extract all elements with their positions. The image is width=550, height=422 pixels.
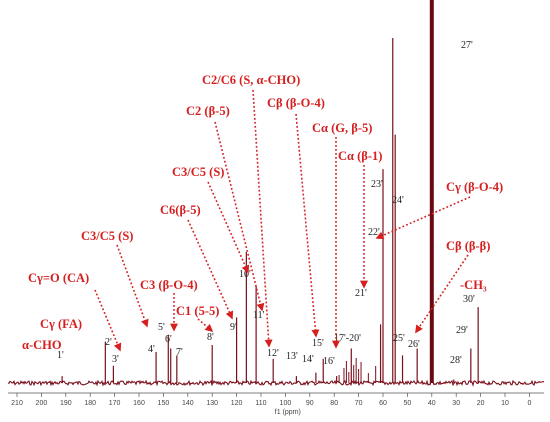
peak-label: 29' (456, 325, 468, 336)
peak-label: 14' (302, 354, 314, 365)
annotation-arrow (207, 181, 250, 274)
x-tick-label: 170 (109, 400, 121, 407)
x-tick-label: 80 (330, 400, 338, 407)
peak-label: 21' (355, 288, 367, 299)
annotation-label: Cβ (β-β) (446, 239, 490, 253)
annotation-arrow (197, 318, 214, 333)
peak-label: 23' (371, 179, 383, 190)
peak-label: 22' (368, 227, 380, 238)
x-tick-label: 190 (60, 400, 72, 407)
peak-label: 25' (393, 333, 405, 344)
x-tick-label: 70 (355, 400, 363, 407)
annotation-arrow (295, 113, 320, 338)
spectrum-peaks (61, 0, 479, 383)
x-tick-label: 0 (527, 400, 531, 407)
peak-label: 6' (165, 334, 172, 345)
peak-label: 30' (463, 294, 475, 305)
x-tick-label: 100 (280, 400, 292, 407)
peak-label: 8' (207, 332, 214, 343)
annotation-label: C6(β-5) (160, 203, 201, 217)
annotation-label: -CH₃ (460, 278, 487, 292)
x-tick-label: 140 (182, 400, 194, 407)
annotation-label: Cγ=O (CA) (28, 271, 89, 285)
annotation-label: Cα (G, β-5) (312, 121, 372, 135)
peak-label: 10' (239, 269, 251, 280)
peak-label: 15' (312, 338, 324, 349)
annotation-label: C3 (β-O-4) (140, 278, 198, 292)
peak-label: 24' (392, 195, 404, 206)
x-tick-label: 110 (255, 400, 266, 407)
x-tick-label: 150 (158, 400, 170, 407)
annotation-label: C3/C5 (S) (81, 229, 133, 243)
annotation-label: C1 (5-5) (176, 304, 219, 318)
peak-label: 7' (176, 347, 183, 358)
x-tick-label: 10 (501, 400, 509, 407)
annotation-arrow (214, 121, 265, 312)
peak-label: 27' (461, 40, 473, 51)
annotation-label: Cβ (β-O-4) (267, 96, 325, 110)
x-tick-label: 30 (452, 400, 460, 407)
x-tick-label: 210 (11, 400, 23, 407)
peak-label: 11' (253, 310, 265, 321)
x-tick-label: 160 (133, 400, 145, 407)
annotation-arrow (415, 254, 469, 334)
annotation-arrow (187, 219, 234, 320)
annotation-label: Cα (β-1) (338, 149, 382, 163)
peak-label: 26' (408, 339, 420, 350)
x-tick-label: 50 (404, 400, 412, 407)
annotation-arrow (252, 89, 273, 348)
peak-label: 16' (323, 356, 335, 367)
annotation-label: Cγ (β-O-4) (446, 180, 503, 194)
annotation-arrow (94, 289, 122, 352)
annotation-label: C2/C6 (S, α-CHO) (202, 73, 300, 87)
x-tick-label: 130 (206, 400, 218, 407)
annotation-label: Cγ (FA) (40, 317, 82, 331)
peak-labels: 1' 2'3' 4'5'6' 7' 8' 9' 10' 11' 12' 13' 14' 15' 16' 1… (57, 40, 475, 367)
baseline-trace (7, 379, 545, 387)
peak-label: 17'-20' (334, 333, 361, 344)
annotation-label: α-CHO (22, 338, 62, 352)
x-tick-label: 20 (477, 400, 485, 407)
peak-label: 3' (112, 354, 119, 365)
peak-label: 28' (450, 355, 462, 366)
peak-label: 9' (230, 322, 237, 333)
peak-label: 2' (105, 337, 112, 348)
peak-label: 5' (158, 322, 165, 333)
annotation-arrow (375, 196, 471, 240)
x-axis-title: f1 (ppm) (275, 409, 301, 416)
annotation-label: C2 (β-5) (186, 104, 230, 118)
annotation-label: C3/C5 (S) (172, 165, 224, 179)
peak-label: 4' (148, 344, 155, 355)
peak-label: 12' (267, 348, 279, 359)
x-tick-label: 40 (428, 400, 436, 407)
x-axis: 210 200 190 180 170 160 150 140 130 120 110 100 90 80… (8, 392, 544, 416)
annotations: α-CHO Cγ (FA) Cγ=O (CA) C3/C5 (S) C3 (β-O-4)… (22, 73, 503, 352)
peak-label: 13' (286, 351, 298, 362)
x-tick-label: 60 (379, 400, 387, 407)
peak-label: 1' (57, 350, 64, 361)
x-tick-label: 200 (36, 400, 48, 407)
solvent-peak (429, 0, 434, 383)
spectrum-baseline (7, 379, 545, 387)
x-tick-label: 180 (84, 400, 96, 407)
x-tick-label: 120 (231, 400, 243, 407)
x-tick-label: 90 (306, 400, 314, 407)
